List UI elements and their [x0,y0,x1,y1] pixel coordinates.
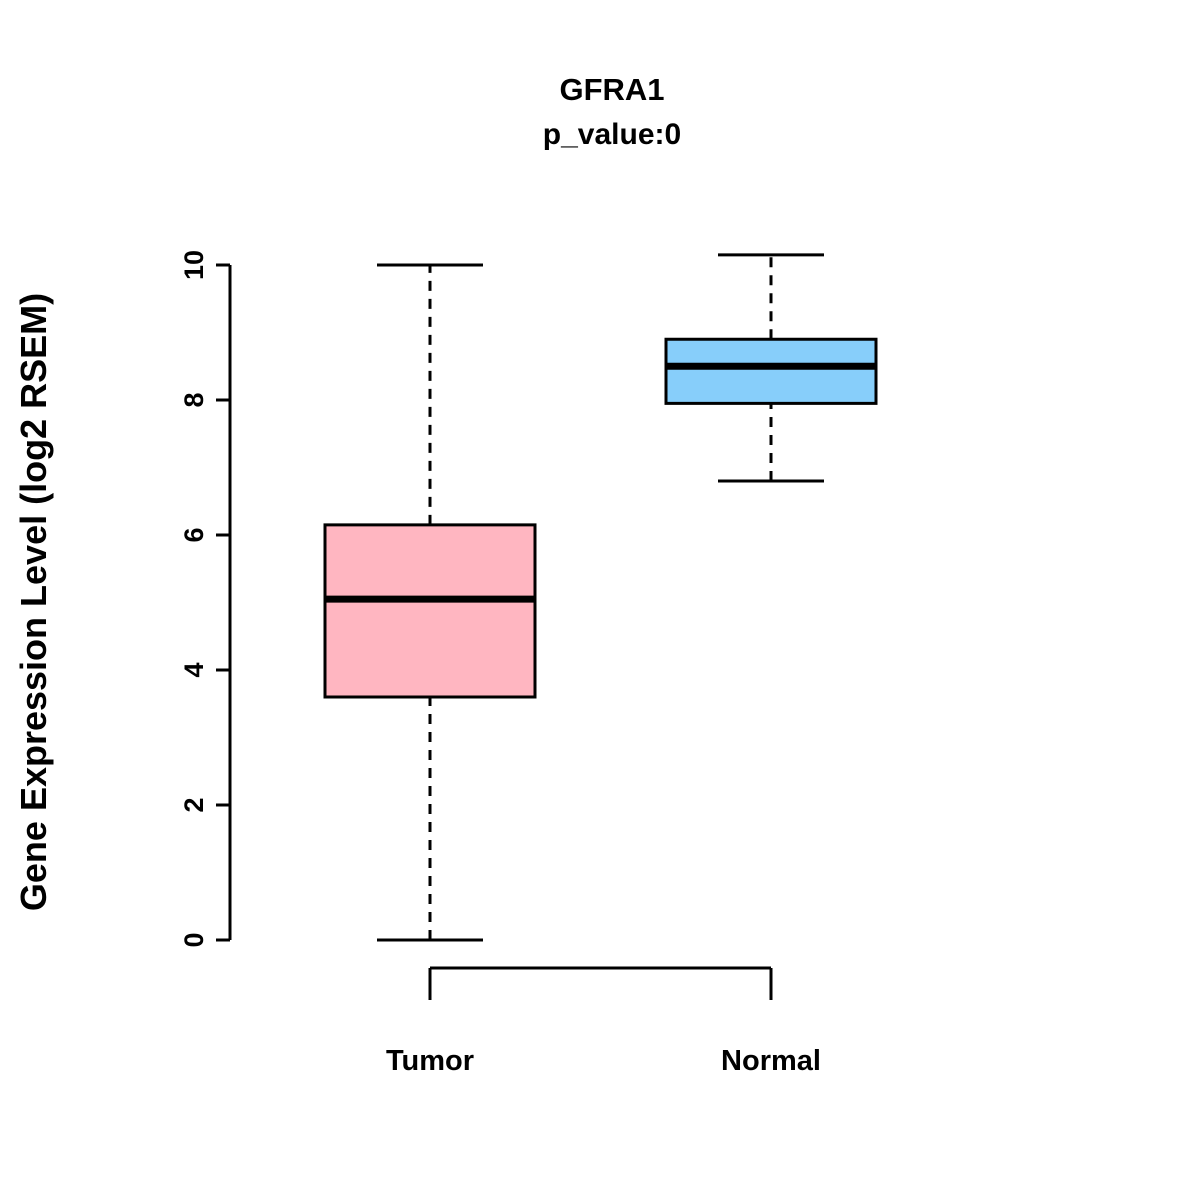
y-axis-label: Gene Expression Level (log2 RSEM) [13,292,54,912]
chart-subtitle: p_value:0 [542,118,682,151]
y-tick-label: 4 [179,662,209,677]
box-normal [664,337,878,405]
y-tick-label: 2 [179,797,209,812]
y-tick-label: 6 [179,527,209,542]
chart-title: GFRA1 [559,72,665,107]
box-tumor [323,523,537,699]
category-label-normal: Normal [721,1045,821,1077]
y-tick-label: 0 [179,932,209,947]
y-tick-label: 8 [179,392,209,407]
y-tick-label: 10 [179,250,209,280]
category-label-tumor: Tumor [386,1045,474,1077]
